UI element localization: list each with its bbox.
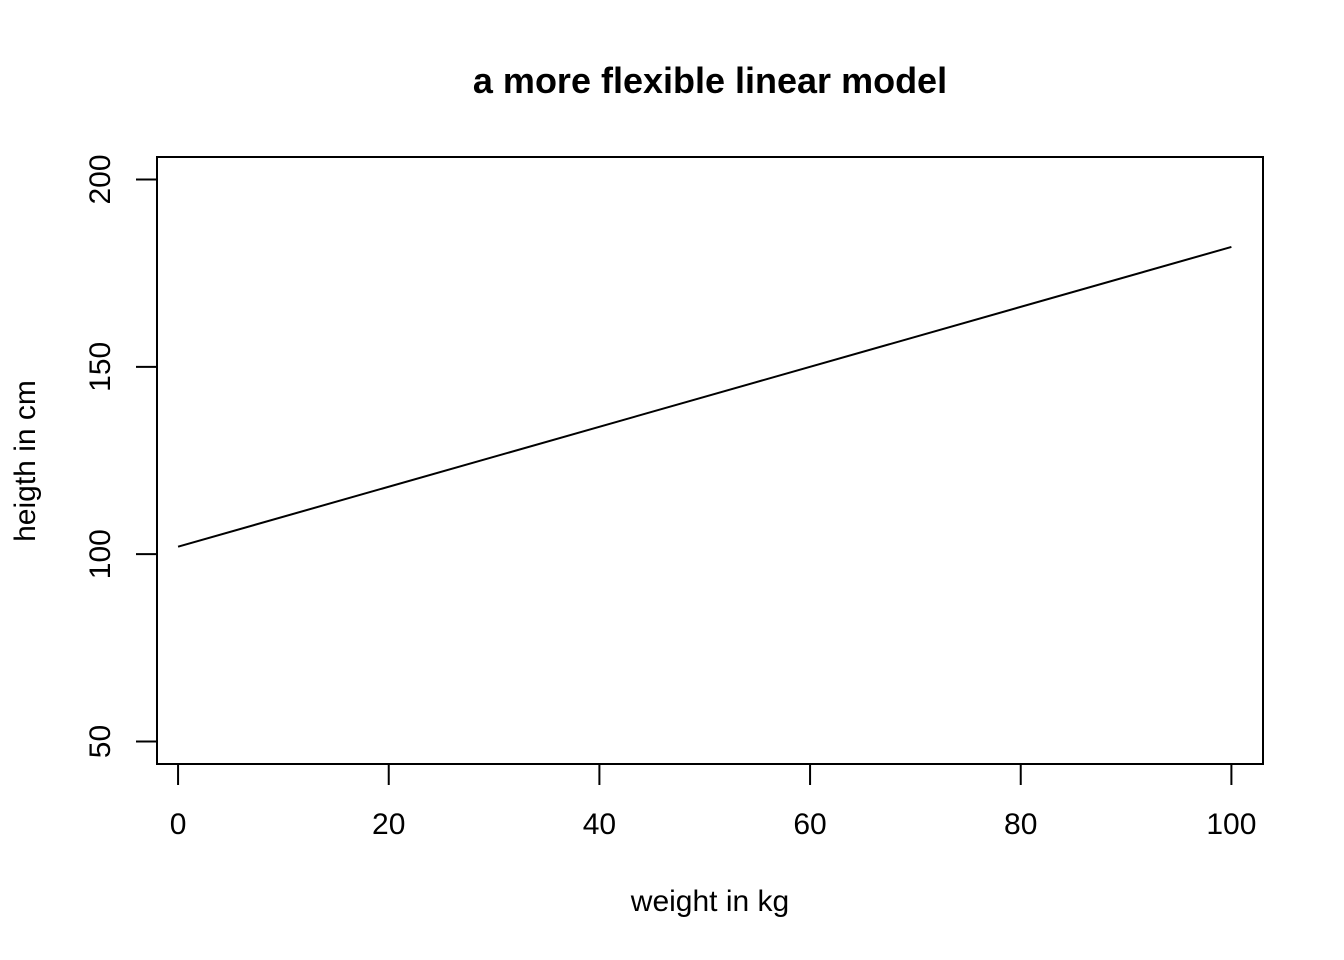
y-tick-label: 100 <box>84 529 117 579</box>
y-axis-label: heigth in cm <box>9 380 42 542</box>
chart-title: a more flexible linear model <box>473 60 947 101</box>
x-tick-label: 60 <box>793 808 826 841</box>
y-tick-label: 50 <box>84 725 117 758</box>
y-tick-label: 200 <box>84 154 117 204</box>
x-axis: 0 20 40 60 80 100 <box>170 763 1256 841</box>
x-tick-label: 100 <box>1206 808 1256 841</box>
plot-frame <box>156 156 1264 765</box>
x-tick-label: 80 <box>1004 808 1037 841</box>
x-tick-label: 40 <box>583 808 616 841</box>
y-tick-label: 150 <box>84 342 117 392</box>
x-tick-label: 0 <box>170 808 187 841</box>
x-tick-label: 20 <box>372 808 405 841</box>
y-axis: 50 100 150 200 <box>84 154 158 758</box>
x-axis-label: weight in kg <box>630 885 789 918</box>
series-group <box>177 245 1232 548</box>
series-line <box>177 245 1232 548</box>
